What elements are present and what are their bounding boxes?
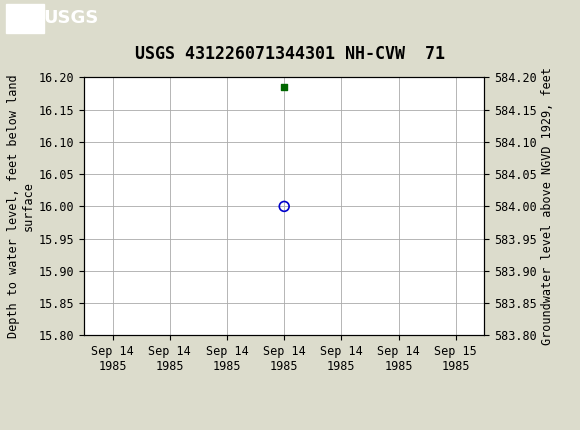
FancyBboxPatch shape [6, 3, 44, 33]
Text: USGS: USGS [44, 9, 99, 27]
Point [280, 84, 289, 91]
Y-axis label: Groundwater level above NGVD 1929, feet: Groundwater level above NGVD 1929, feet [541, 68, 554, 345]
Text: USGS 431226071344301 NH-CVW  71: USGS 431226071344301 NH-CVW 71 [135, 45, 445, 63]
Legend: Period of approved data: Period of approved data [181, 426, 387, 430]
Point [280, 203, 289, 210]
Y-axis label: Depth to water level, feet below land
surface: Depth to water level, feet below land su… [6, 74, 35, 338]
Text: ▓: ▓ [8, 7, 25, 30]
